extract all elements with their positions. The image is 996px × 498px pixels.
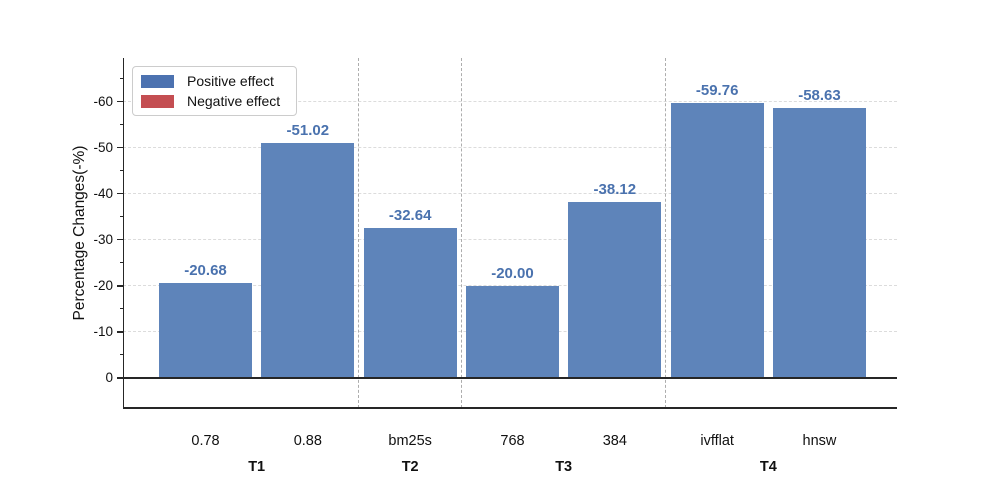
- x-tick-label-768: 768: [500, 433, 525, 449]
- legend: Positive effect Negative effect: [132, 66, 298, 116]
- bar-768: [465, 285, 559, 377]
- group-separator-line: [665, 58, 667, 408]
- group-separator-line: [460, 58, 462, 408]
- legend-swatch-icon: [141, 74, 174, 88]
- y-axis-major-tick: [117, 239, 123, 241]
- x-tick-label-0.78: 0.78: [191, 433, 220, 449]
- legend-entry: Negative effect: [141, 93, 281, 109]
- x-group-label-T2: T2: [401, 459, 419, 475]
- y-gridline: [123, 101, 897, 103]
- zero-baseline: [123, 377, 897, 379]
- legend-entry: Positive effect: [141, 73, 280, 89]
- y-gridline: [123, 147, 897, 149]
- y-axis-minor-tick: [119, 216, 123, 218]
- y-axis-tick-label: -20: [93, 277, 113, 293]
- x-axis-spine: [123, 407, 897, 409]
- bar-0.78: [159, 282, 252, 377]
- x-group-label-T4: T4: [759, 459, 777, 475]
- y-axis-major-tick: [117, 377, 123, 379]
- x-tick-label-0.88: 0.88: [293, 433, 322, 449]
- y-gridline: [123, 193, 897, 195]
- y-gridline: [123, 239, 897, 241]
- bar-value-label: -32.64: [388, 206, 432, 224]
- y-axis-tick-label: -60: [93, 93, 113, 109]
- bar-384: [568, 202, 662, 377]
- y-axis-minor-tick: [119, 78, 123, 80]
- bar-value-label: -59.76: [695, 81, 739, 99]
- y-axis-major-tick: [117, 147, 123, 149]
- y-axis-major-tick: [117, 100, 123, 103]
- y-axis-tick-label: -40: [93, 185, 113, 201]
- y-axis-tick-label: -30: [93, 231, 113, 247]
- y-axis-minor-tick: [119, 308, 123, 310]
- bar-ivfflat: [670, 102, 764, 377]
- group-separator-line: [358, 58, 360, 408]
- bar-value-label: -20.00: [491, 264, 534, 282]
- x-tick-label-bm25s: bm25s: [388, 433, 432, 449]
- y-axis-major-tick: [117, 285, 123, 287]
- y-gridline: [123, 285, 897, 287]
- legend-label: Negative effect: [187, 93, 281, 109]
- x-tick-label-ivfflat: ivfflat: [700, 433, 734, 449]
- legend-label: Positive effect: [187, 73, 274, 89]
- y-axis-major-tick: [117, 193, 123, 195]
- y-axis-spine: [123, 58, 125, 408]
- x-tick-label-384: 384: [602, 433, 627, 449]
- x-group-label-T3: T3: [555, 459, 573, 475]
- bar-value-label: -58.63: [798, 86, 841, 104]
- bar-value-label: -20.68: [184, 261, 227, 279]
- y-axis-tick-label: -50: [93, 139, 113, 155]
- y-axis-minor-tick: [119, 354, 123, 356]
- y-axis-tick-label: -10: [93, 323, 113, 339]
- x-group-label-T1: T1: [248, 459, 266, 475]
- bar-bm25s: [363, 227, 457, 377]
- bar-0.88: [261, 143, 355, 377]
- y-axis-major-tick: [117, 331, 123, 333]
- y-axis-minor-tick: [119, 170, 123, 172]
- x-tick-label-hnsw: hnsw: [802, 433, 837, 449]
- y-axis-minor-tick: [119, 262, 123, 264]
- y-axis-tick-label: 0: [105, 370, 113, 385]
- y-axis-minor-tick: [119, 124, 123, 126]
- bar-hnsw: [772, 107, 866, 377]
- bar-value-label: -38.12: [593, 181, 637, 199]
- bar-value-label: -51.02: [286, 122, 330, 139]
- legend-swatch-icon: [141, 94, 174, 108]
